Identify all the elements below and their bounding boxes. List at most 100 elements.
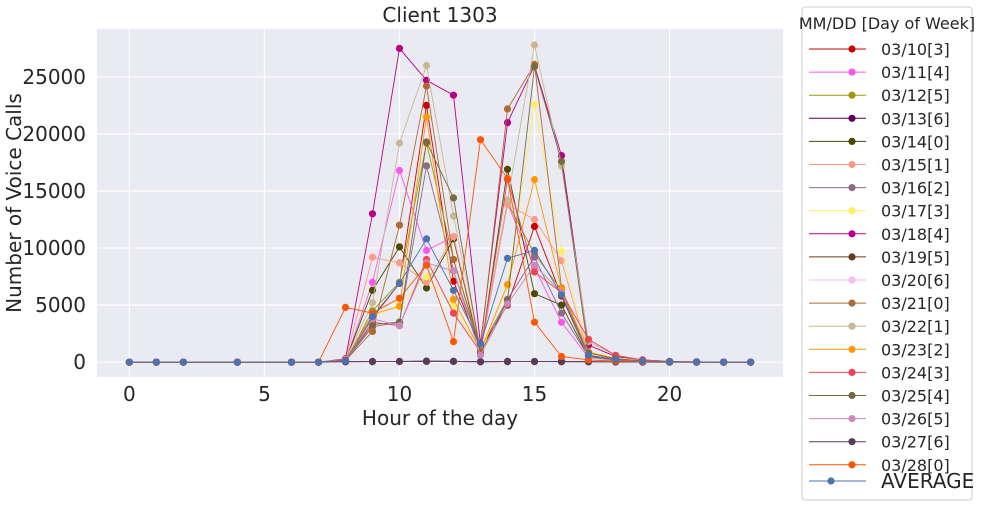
data-point: [557, 301, 566, 309]
data-point: [125, 358, 133, 366]
data-point: [422, 278, 431, 286]
data-point: [449, 194, 458, 202]
legend-label: 03/15[1]: [881, 156, 950, 175]
legend-items: 03/10[3] 03/11[4] 03/12[5] 03/13[6] 03/14[0]…: [809, 40, 974, 493]
grid: [97, 29, 783, 377]
x-tick-label: 10: [387, 382, 412, 406]
data-point: [557, 352, 566, 361]
y-tick-label: 20000: [22, 122, 86, 146]
data-point: [449, 267, 458, 275]
data-point: [422, 235, 431, 243]
data-point: [557, 309, 566, 317]
legend-label: 03/16[2]: [881, 179, 950, 198]
legend-item: 03/27[6]: [809, 433, 950, 452]
y-tick-label: 15000: [22, 179, 86, 203]
data-point: [720, 358, 728, 366]
y-tick-label: 25000: [22, 65, 86, 89]
legend-label: 03/19[5]: [881, 248, 950, 267]
data-point: [341, 303, 350, 311]
data-point: [449, 91, 458, 99]
legend-label: 03/11[4]: [881, 63, 950, 82]
data-point: [503, 196, 512, 204]
legend-item: 03/28[0]: [809, 456, 950, 475]
data-point: [530, 176, 539, 184]
legend-marker: [848, 461, 856, 469]
y-tick-label: 5000: [35, 293, 86, 317]
data-point: [530, 222, 539, 230]
data-point: [530, 100, 539, 108]
legend-marker: [848, 91, 856, 99]
data-point: [422, 357, 431, 365]
data-point: [557, 247, 566, 256]
legend-label: 03/22[1]: [881, 317, 950, 336]
data-point: [395, 166, 404, 175]
data-point: [422, 113, 431, 121]
data-point: [693, 358, 701, 366]
data-point: [395, 44, 404, 53]
data-point: [449, 255, 458, 264]
data-point: [368, 210, 377, 218]
data-point: [476, 136, 485, 144]
data-point: [368, 312, 377, 321]
data-point: [395, 294, 404, 302]
legend-item: 03/13[6]: [809, 109, 950, 128]
data-point: [422, 284, 431, 292]
y-tick-label: 10000: [22, 236, 86, 260]
data-point: [503, 254, 512, 262]
legend-box: [801, 6, 973, 501]
data-point: [557, 157, 566, 165]
data-point: [422, 82, 431, 90]
legend-title: MM/DD [Day of Week]: [799, 14, 975, 33]
chart-title: Client 1303: [382, 3, 497, 27]
data-point: [449, 338, 458, 346]
series-19: [125, 235, 755, 366]
x-axis-label: Hour of the day: [362, 406, 518, 430]
legend-label: 03/18[4]: [881, 225, 950, 244]
legend-item: 03/11[4]: [809, 63, 950, 82]
legend-item: 03/26[5]: [809, 410, 950, 429]
legend-label: 03/13[6]: [881, 109, 950, 128]
legend-item: AVERAGE: [809, 469, 974, 493]
data-point: [530, 290, 539, 298]
data-point: [503, 174, 512, 183]
x-tick-label: 15: [522, 382, 547, 406]
legend-label: 03/25[4]: [881, 387, 950, 406]
legend-item: 03/22[1]: [809, 317, 950, 336]
legend-label: 03/28[0]: [881, 456, 950, 475]
series-line: [129, 237, 751, 363]
legend-marker: [848, 368, 856, 376]
legend-item: 03/21[0]: [809, 294, 950, 313]
legend-label: 03/23[2]: [881, 340, 950, 359]
data-point: [449, 295, 458, 303]
legend-item: 03/14[0]: [809, 132, 950, 151]
legend-item: 03/18[4]: [809, 225, 950, 244]
series-layer: [125, 41, 755, 366]
data-point: [530, 63, 539, 71]
data-point: [422, 101, 431, 109]
data-point: [503, 300, 512, 308]
data-point: [449, 212, 458, 220]
data-point: [449, 277, 458, 285]
data-point: [422, 273, 431, 281]
data-point: [422, 261, 431, 269]
legend-marker: [848, 299, 856, 307]
x-tick-label: 0: [123, 382, 136, 406]
data-point: [557, 318, 566, 326]
data-point: [422, 246, 431, 254]
data-point: [476, 351, 485, 359]
data-point: [530, 253, 539, 261]
legend-item: 03/25[4]: [809, 387, 950, 406]
legend-marker: [848, 415, 856, 423]
legend-label: 03/12[5]: [881, 86, 950, 105]
x-tick-label: 5: [258, 382, 271, 406]
data-point: [395, 221, 404, 229]
data-point: [395, 139, 404, 147]
data-point: [368, 358, 377, 366]
legend-marker: [848, 230, 856, 238]
legend-label: 03/20[6]: [881, 271, 950, 290]
data-point: [422, 138, 431, 146]
data-point: [422, 76, 431, 84]
data-point: [584, 351, 593, 359]
legend-item: 03/10[3]: [809, 40, 950, 59]
